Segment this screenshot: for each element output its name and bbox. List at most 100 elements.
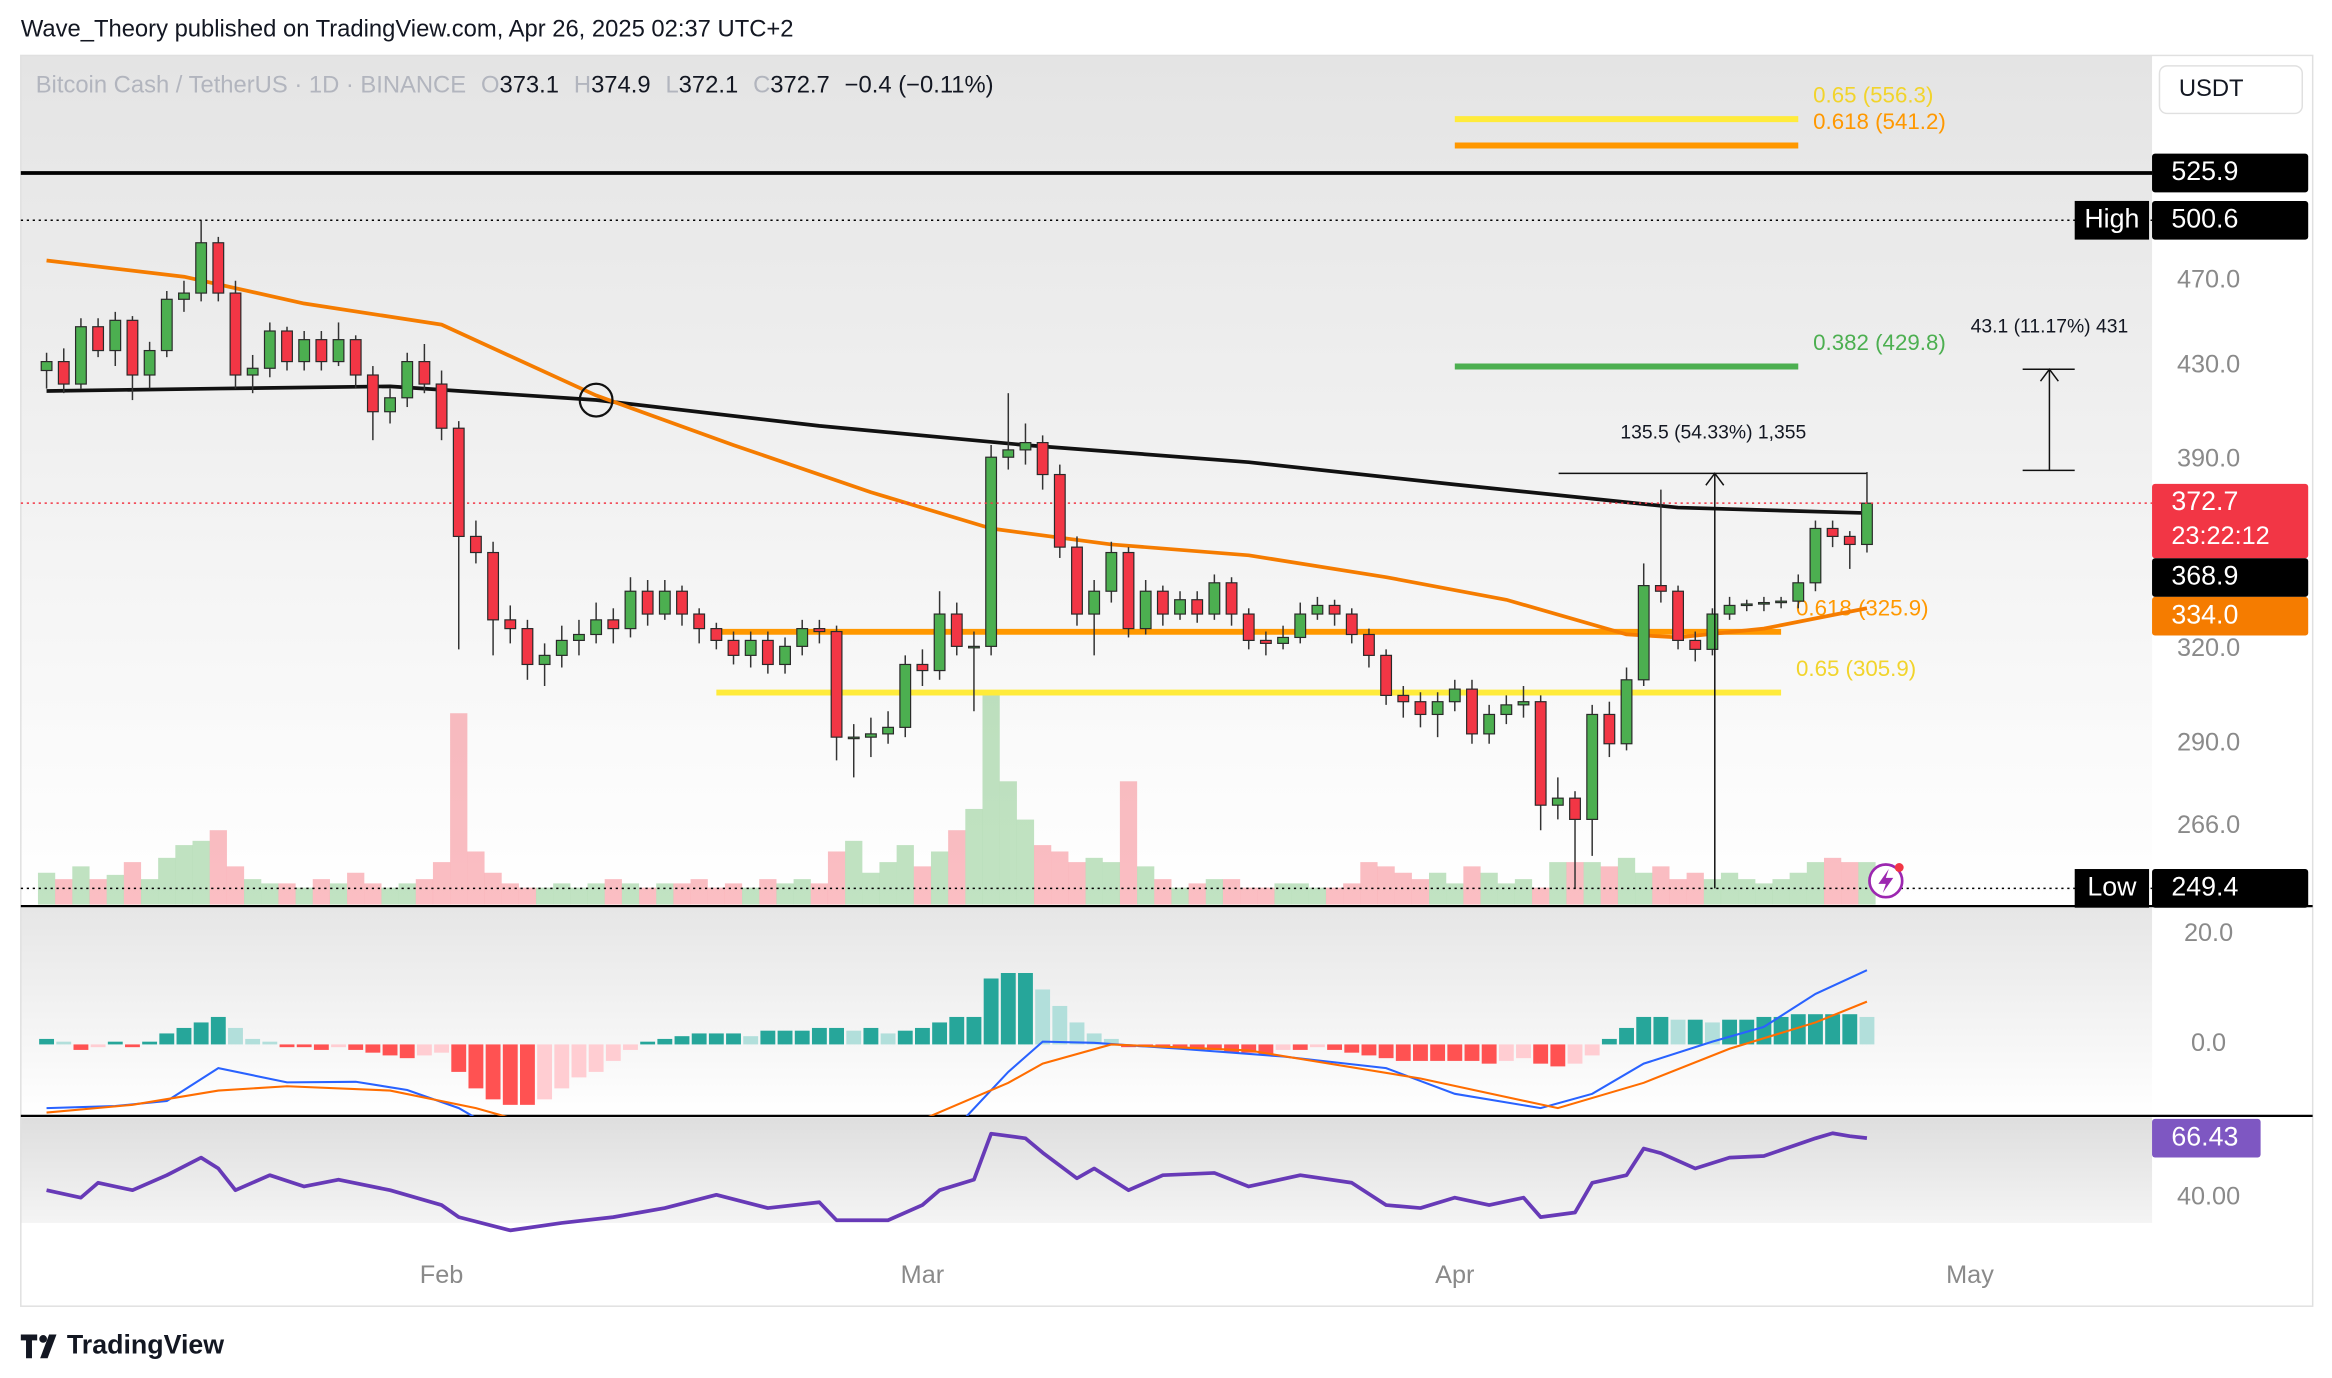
macd-bar	[726, 1033, 741, 1045]
candle-body	[1500, 704, 1513, 716]
volume-bar	[1034, 845, 1052, 905]
moving-average	[46, 258, 1868, 640]
macd-bar	[1447, 1044, 1463, 1061]
candle-body	[1672, 590, 1685, 642]
measure-label: 43.1 (11.17%) 431	[1971, 317, 2129, 338]
candle-body	[521, 628, 534, 666]
volume-bar	[965, 808, 983, 905]
macd-bar	[1790, 1014, 1806, 1045]
volume-bar	[140, 879, 159, 905]
macd-bar	[932, 1022, 948, 1045]
y-tick-label: 320.0	[2177, 634, 2240, 662]
candle-body	[882, 726, 895, 735]
candle-body	[1689, 639, 1702, 650]
price-tag-value: 368.9	[2171, 561, 2238, 591]
volume-bar	[1154, 879, 1172, 905]
candle-body	[1620, 679, 1633, 745]
volume-bar	[1841, 862, 1859, 905]
rsi-tag	[2152, 1118, 2261, 1158]
price-tag-value: 249.4	[2171, 871, 2238, 901]
y-tick-label: 266.0	[2177, 811, 2240, 839]
candle-body	[1174, 599, 1186, 615]
volume-bar	[432, 862, 451, 905]
volume-bar	[192, 840, 210, 905]
macd-bar	[760, 1030, 776, 1045]
volume-bar	[930, 851, 949, 905]
volume-bar	[948, 830, 966, 905]
rsi-layer	[46, 1131, 1868, 1233]
macd-bar	[674, 1036, 690, 1045]
macd-bar	[1687, 1019, 1703, 1045]
volume-bar	[724, 883, 743, 905]
candle-body	[796, 628, 809, 647]
alert-bolt	[1878, 868, 1894, 893]
candle-body	[538, 654, 551, 666]
candle-body	[1792, 582, 1805, 602]
candle-body	[1809, 527, 1822, 584]
volume-bar	[1789, 872, 1807, 905]
publisher-line: Wave_Theory published on TradingView.com…	[21, 15, 794, 42]
candle-body	[1826, 527, 1839, 538]
candle-body	[727, 639, 740, 656]
volume-bar	[1274, 883, 1292, 905]
volume-bar	[690, 879, 708, 905]
candle-body	[1706, 613, 1719, 650]
volume-bar	[1755, 883, 1773, 905]
candle-body	[418, 361, 431, 385]
candle-body	[1071, 546, 1083, 615]
macd-bar	[176, 1027, 192, 1045]
ohlc-value: 373.1	[499, 72, 559, 99]
macd-bar	[623, 1044, 638, 1050]
candle-body	[916, 663, 929, 672]
macd-bar	[1224, 1044, 1239, 1053]
price-tag-name: Low	[2087, 871, 2137, 901]
macd-bar	[966, 1016, 982, 1045]
candle-body	[1775, 600, 1788, 604]
macd-bar	[571, 1044, 587, 1078]
macd-bar	[1052, 1005, 1068, 1045]
ohlc-value: 374.9	[591, 72, 651, 99]
macd-bar	[914, 1027, 930, 1045]
macd-bar	[983, 978, 999, 1045]
currency-button[interactable]	[2158, 65, 2303, 115]
chart-frame	[20, 54, 2314, 1307]
macd-bar	[39, 1038, 55, 1045]
volume-bar	[553, 883, 571, 905]
candle-body	[830, 630, 843, 738]
candle-body	[1397, 694, 1410, 703]
macd-bar	[880, 1033, 896, 1045]
x-tick-label: Mar	[901, 1261, 945, 1289]
volume-bar	[1411, 879, 1430, 905]
ohlc-key: O	[481, 72, 500, 99]
macd-bar	[468, 1044, 484, 1089]
volume-bar	[364, 883, 382, 905]
macd-bar	[1516, 1044, 1531, 1059]
macd-line	[46, 1000, 1868, 1116]
volume-bar	[1463, 866, 1481, 905]
symbol-legend: Bitcoin Cash / TetherUS · 1D · BINANCE O3…	[36, 72, 994, 99]
volume-bar	[244, 879, 262, 905]
macd-bar	[691, 1033, 707, 1045]
macd-bar	[1309, 1044, 1325, 1048]
volume-bar	[1257, 887, 1275, 905]
fib-label: 0.382 (429.8)	[1813, 330, 1946, 355]
candle-body	[332, 339, 345, 363]
rsi-pane	[20, 1117, 2153, 1223]
macd-bar	[640, 1041, 656, 1045]
candle-body	[744, 639, 757, 656]
volume-bar	[261, 883, 279, 905]
volume-bar	[827, 851, 846, 905]
macd-bar	[1327, 1044, 1343, 1050]
candle-body	[985, 456, 998, 647]
candle-body	[1483, 713, 1496, 735]
macd-bar	[520, 1044, 535, 1105]
price-tag-value: 334.0	[2171, 599, 2238, 629]
macd-bar	[1670, 1019, 1686, 1045]
candle-body	[435, 383, 448, 429]
macd-bar	[846, 1030, 862, 1045]
macd-bar	[1825, 1014, 1841, 1045]
candle-layer	[40, 220, 1873, 889]
candle-body	[933, 613, 946, 672]
candle-body	[950, 613, 963, 647]
